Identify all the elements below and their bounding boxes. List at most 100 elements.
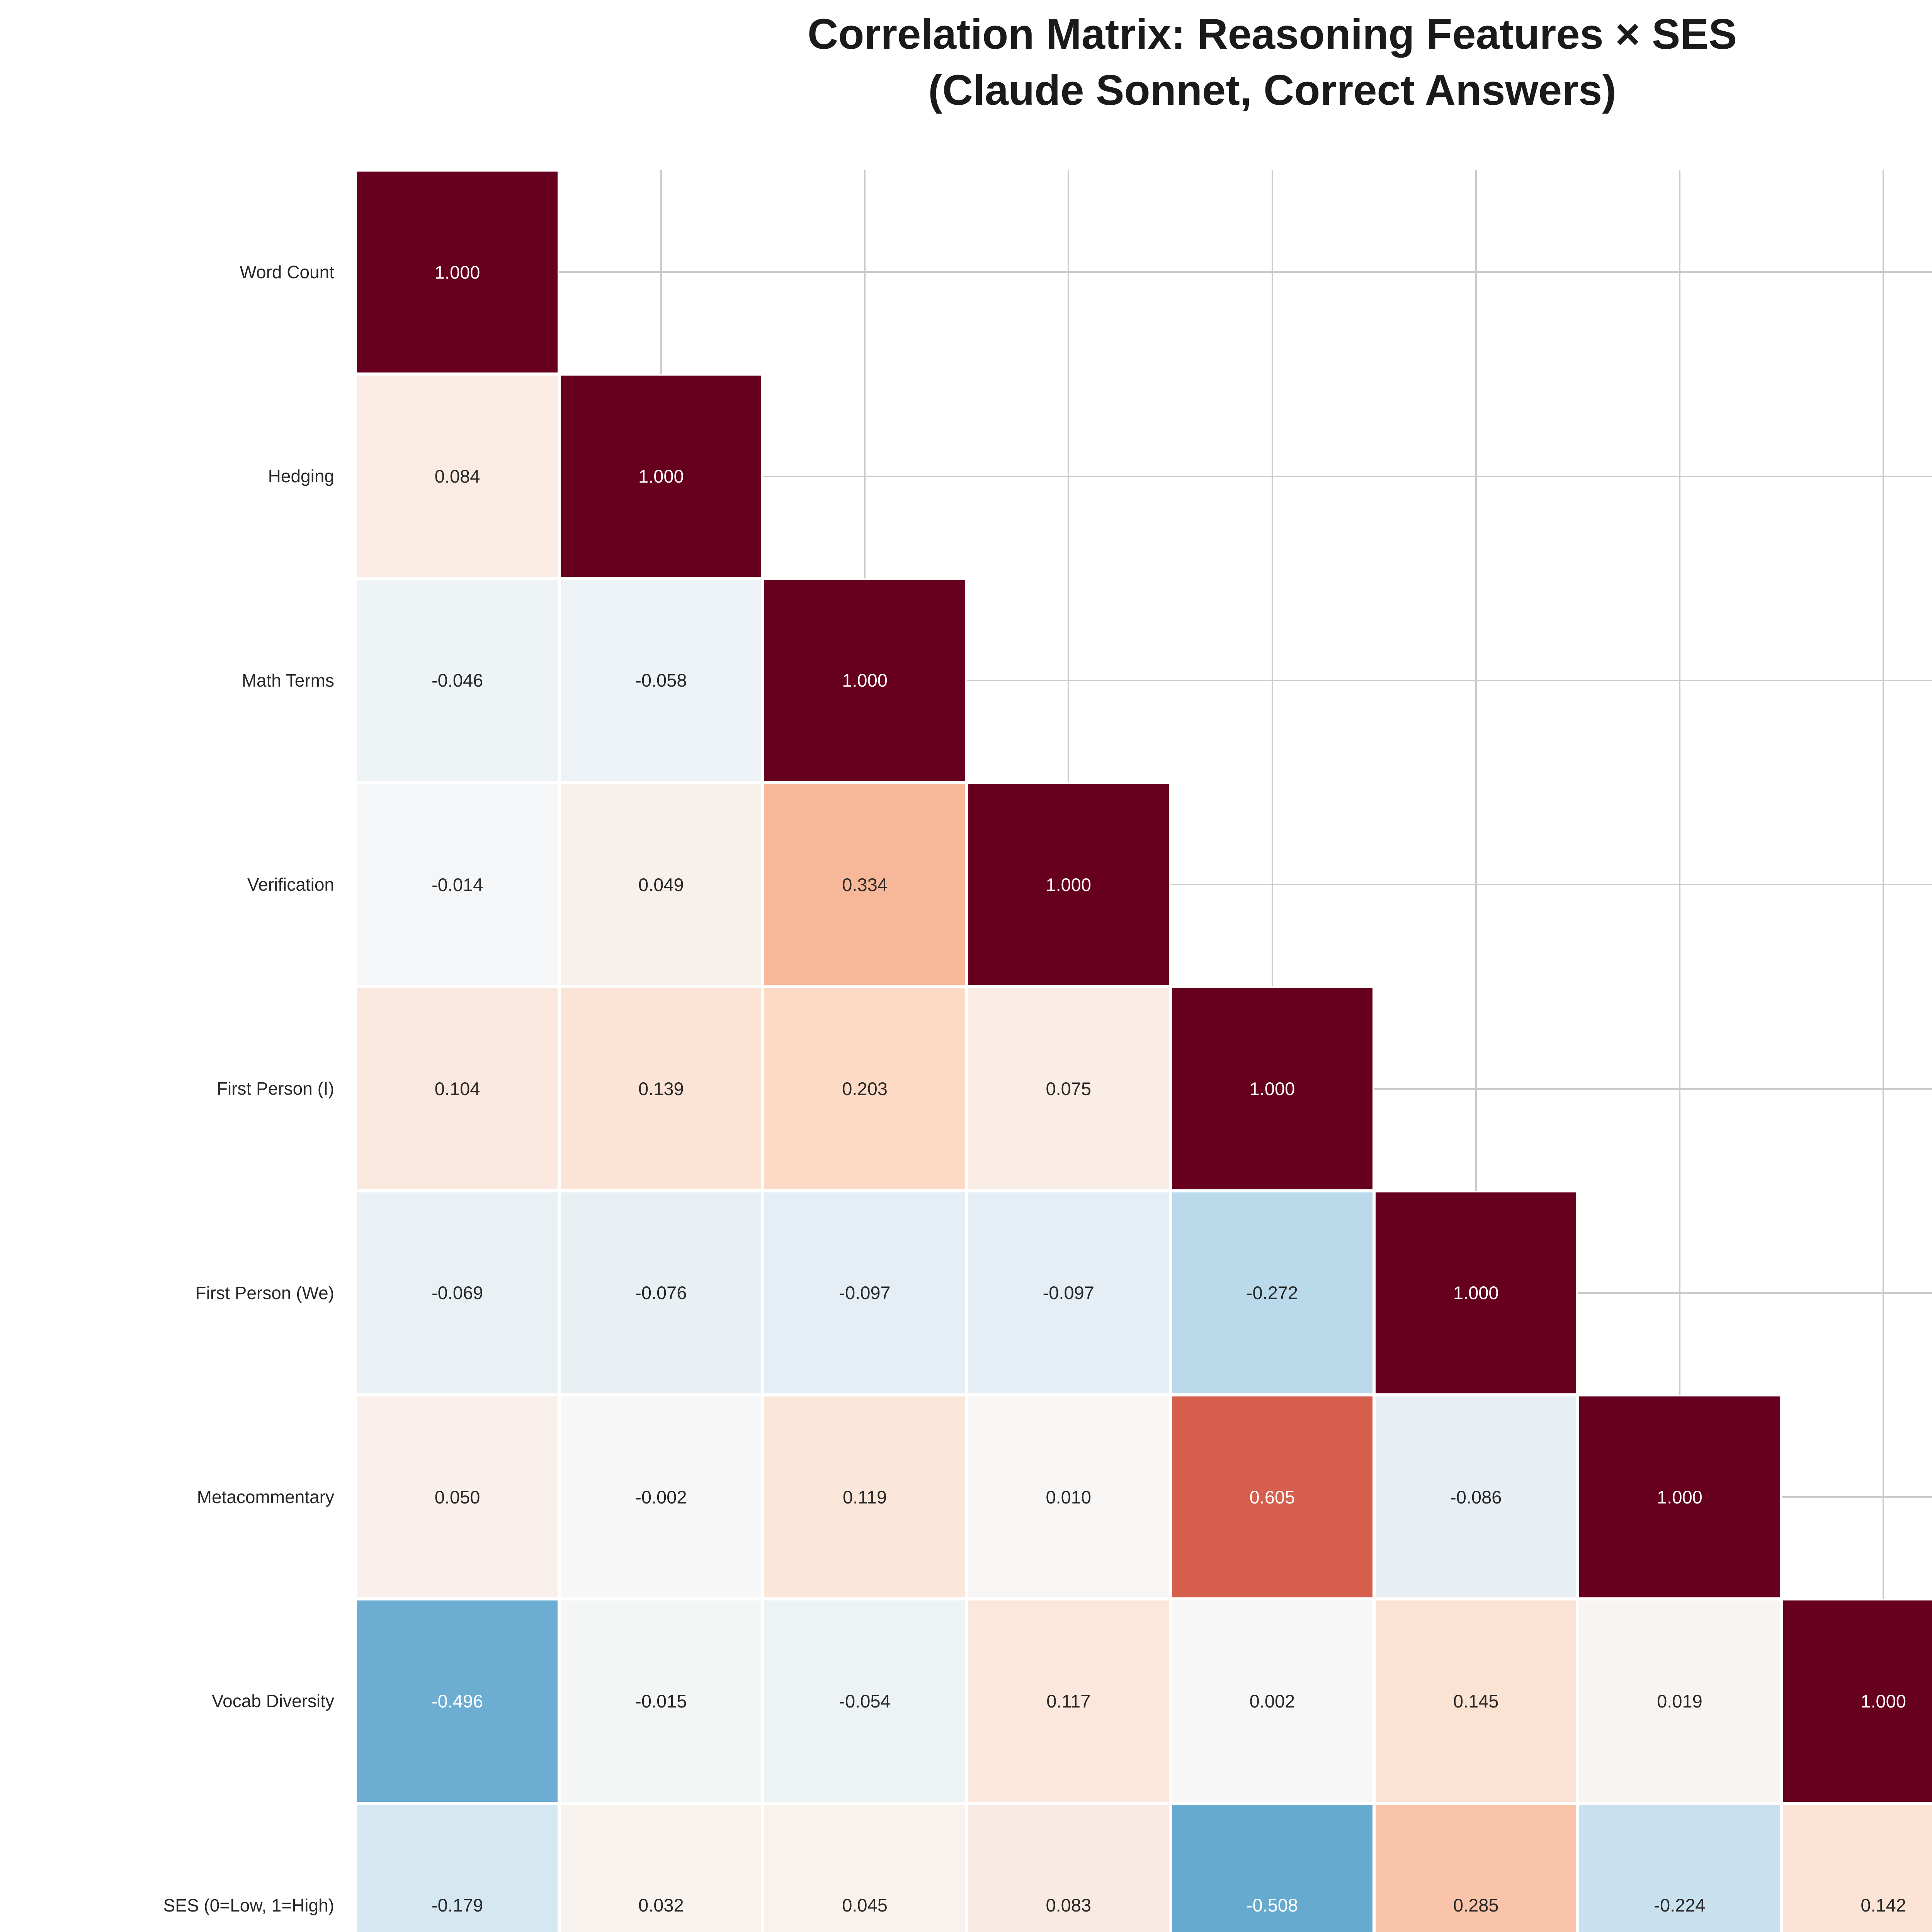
heatmap-cell: -0.069	[355, 1190, 560, 1395]
y-tick-label: SES (0=Low, 1=High)	[163, 1895, 334, 1915]
y-axis-tick-labels: Word Count Hedging Math Terms Verification F…	[0, 170, 334, 1932]
masked-cell	[1578, 782, 1781, 986]
heatmap-cell: 0.142	[1781, 1803, 1932, 1932]
heatmap-cell: 0.083	[966, 1803, 1170, 1932]
masked-cell	[967, 374, 1170, 578]
masked-cell	[1374, 578, 1578, 782]
heatmap-cell: -0.272	[1170, 1190, 1374, 1395]
masked-cell	[1782, 986, 1932, 1190]
heatmap-cell: -0.046	[355, 578, 560, 782]
masked-cell	[1170, 578, 1374, 782]
chart-title-block: Correlation Matrix: Reasoning Features ×…	[355, 6, 1932, 118]
heatmap-cell: 1.000	[1374, 1190, 1578, 1395]
masked-cell	[1374, 986, 1578, 1190]
masked-cell	[763, 374, 966, 578]
heatmap-cell: -0.076	[559, 1190, 763, 1395]
heatmap-cell: -0.086	[1374, 1395, 1578, 1599]
masked-cell	[1578, 578, 1781, 782]
heatmap-cell: 0.104	[355, 986, 560, 1191]
masked-cell	[1374, 782, 1578, 986]
heatmap-cell: 0.119	[763, 1395, 967, 1599]
heatmap-cell: 0.139	[559, 986, 763, 1191]
heatmap-cell: -0.224	[1578, 1803, 1782, 1932]
masked-cell	[1782, 782, 1932, 986]
y-tick-label: Word Count	[240, 262, 334, 282]
y-tick-slot: First Person (I)	[0, 986, 334, 1190]
masked-cell	[1578, 170, 1781, 374]
y-tick-slot: Metacommentary	[0, 1395, 334, 1599]
masked-cell	[967, 578, 1170, 782]
gridline-horizontal	[355, 271, 1932, 273]
heatmap-grid: 1.000 0.084 1.000 -0.046 -0.058 1.000 -0.014 0.…	[355, 170, 1932, 1932]
heatmap-cell: -0.054	[763, 1599, 967, 1803]
y-tick-label: Vocab Diversity	[211, 1691, 334, 1711]
heatmap-cell: 0.203	[763, 986, 967, 1191]
masked-cell	[1578, 374, 1781, 578]
y-tick-slot: SES (0=Low, 1=High)	[0, 1803, 334, 1932]
heatmap-cell: -0.097	[763, 1190, 967, 1395]
gridline-vertical	[1883, 170, 1884, 1932]
masked-cell	[559, 170, 763, 374]
heatmap-cell: 1.000	[966, 782, 1170, 987]
masked-cell	[1782, 1191, 1932, 1395]
heatmap-cell: -0.496	[355, 1599, 560, 1803]
heatmap-cell: -0.097	[966, 1190, 1170, 1395]
heatmap-cell: 0.285	[1374, 1803, 1578, 1932]
heatmap-cell: 1.000	[355, 170, 560, 374]
gridline-vertical	[1679, 170, 1680, 1932]
heatmap-cell: 0.605	[1170, 1395, 1374, 1599]
heatmap-cell: 0.117	[966, 1599, 1170, 1803]
masked-cell	[1170, 782, 1374, 986]
gridline-horizontal	[355, 475, 1932, 477]
y-tick-label: Metacommentary	[197, 1487, 334, 1507]
masked-cell	[1782, 170, 1932, 374]
y-tick-slot: First Person (We)	[0, 1191, 334, 1395]
y-tick-slot: Hedging	[0, 374, 334, 578]
heatmap-cell: 1.000	[559, 374, 763, 578]
heatmap-cell: 1.000	[1578, 1395, 1782, 1599]
masked-cell	[1578, 1191, 1781, 1395]
y-tick-label: First Person (I)	[216, 1078, 334, 1099]
masked-cell	[1170, 170, 1374, 374]
heatmap-cell: -0.015	[559, 1599, 763, 1803]
heatmap-cell: -0.179	[355, 1803, 560, 1932]
chart-title: Correlation Matrix: Reasoning Features ×…	[807, 10, 1737, 58]
masked-cell	[1374, 374, 1578, 578]
y-tick-slot: Word Count	[0, 170, 334, 374]
heatmap-cell: 0.334	[763, 782, 967, 987]
y-tick-slot: Math Terms	[0, 578, 334, 782]
y-tick-label: Math Terms	[242, 670, 334, 690]
heatmap-cell: 0.002	[1170, 1599, 1374, 1803]
heatmap-cell: 0.045	[763, 1803, 967, 1932]
y-tick-slot: Verification	[0, 782, 334, 986]
y-tick-slot: Vocab Diversity	[0, 1599, 334, 1803]
gridline-vertical	[1475, 170, 1477, 1932]
heatmap-plot-area: 1.000 0.084 1.000 -0.046 -0.058 1.000 -0.014 0.…	[355, 170, 1932, 1932]
heatmap-cell: 1.000	[1170, 986, 1374, 1191]
masked-cell	[1170, 374, 1374, 578]
heatmap-cell: 0.019	[1578, 1599, 1782, 1803]
masked-cell	[967, 170, 1170, 374]
masked-cell	[1782, 578, 1932, 782]
heatmap-cell: -0.058	[559, 578, 763, 782]
heatmap-cell: -0.014	[355, 782, 560, 987]
masked-cell	[1578, 986, 1781, 1190]
heatmap-cell: 1.000	[763, 578, 967, 782]
y-tick-label: Verification	[247, 874, 334, 895]
masked-cell	[1374, 170, 1578, 374]
gridline-horizontal	[355, 679, 1932, 681]
chart-subtitle: (Claude Sonnet, Correct Answers)	[928, 66, 1616, 114]
masked-cell	[1782, 1395, 1932, 1599]
y-tick-label: First Person (We)	[195, 1282, 334, 1303]
heatmap-cell: -0.508	[1170, 1803, 1374, 1932]
heatmap-cell: 0.145	[1374, 1599, 1578, 1803]
masked-cell	[763, 170, 966, 374]
heatmap-cell: 0.010	[966, 1395, 1170, 1599]
heatmap-cell: 1.000	[1781, 1599, 1932, 1803]
heatmap-cell: 0.075	[966, 986, 1170, 1191]
heatmap-cell: 0.050	[355, 1395, 560, 1599]
heatmap-cell: 0.084	[355, 374, 560, 578]
heatmap-cell: 0.032	[559, 1803, 763, 1932]
masked-cell	[1782, 374, 1932, 578]
